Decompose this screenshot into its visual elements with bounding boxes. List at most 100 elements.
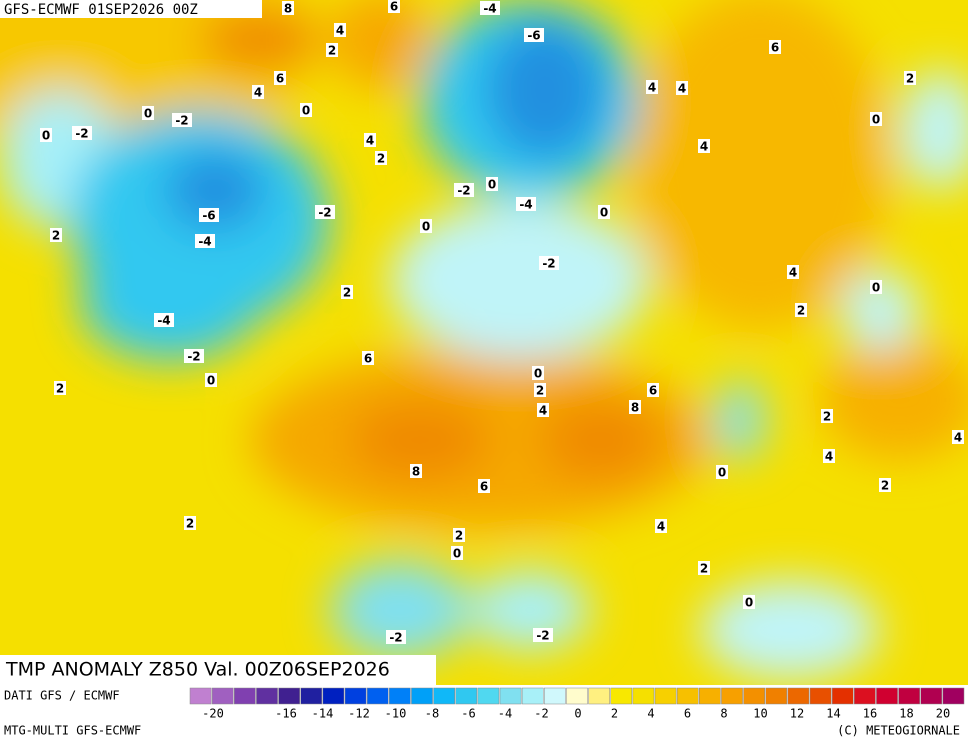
contour-label: -2 bbox=[536, 629, 549, 643]
label-bg bbox=[252, 85, 264, 99]
contour-label: 0 bbox=[534, 367, 542, 381]
colorbar-swatch bbox=[787, 687, 810, 705]
colorbar-swatch bbox=[278, 687, 300, 705]
colorbar-tick: 8 bbox=[720, 707, 727, 721]
label-bg bbox=[655, 519, 667, 533]
colorbar-tick: 16 bbox=[863, 707, 877, 721]
contour-label: 4 bbox=[678, 82, 686, 96]
label-bg bbox=[516, 197, 536, 211]
colorbar-swatch bbox=[721, 687, 743, 705]
colorbar-swatch bbox=[588, 687, 610, 705]
label-bg bbox=[743, 595, 755, 609]
contour-label: 0 bbox=[453, 547, 461, 561]
contour-label: 0 bbox=[718, 466, 726, 480]
colorbar-tick: 6 bbox=[684, 707, 691, 721]
label-bg bbox=[769, 40, 781, 54]
contour-label: 0 bbox=[302, 104, 310, 118]
colorbar-tick: -12 bbox=[348, 707, 370, 721]
contour-label: 6 bbox=[649, 384, 657, 398]
contour-label: 2 bbox=[823, 410, 831, 424]
contour-label: 4 bbox=[254, 86, 262, 100]
colorbar-swatch bbox=[300, 687, 323, 705]
contour-label: 0 bbox=[745, 596, 753, 610]
contour-label: -6 bbox=[202, 209, 215, 223]
contour-label: 0 bbox=[488, 178, 496, 192]
colorbar-swatch bbox=[366, 687, 389, 705]
contour-label: 2 bbox=[906, 72, 914, 86]
contour-label: 8 bbox=[284, 2, 292, 16]
label-bg bbox=[40, 128, 52, 142]
colorbar-swatch bbox=[854, 687, 876, 705]
colorbar-tick: 2 bbox=[611, 707, 618, 721]
colorbar-tick: -14 bbox=[312, 707, 334, 721]
contour-label: 4 bbox=[657, 520, 665, 534]
contour-label: 0 bbox=[207, 374, 215, 388]
colorbar-swatch bbox=[654, 687, 677, 705]
contour-label: 2 bbox=[700, 562, 708, 576]
map-field bbox=[0, 0, 968, 685]
label-bg bbox=[952, 430, 964, 444]
colorbar-swatch bbox=[344, 687, 367, 705]
label-bg bbox=[524, 28, 544, 42]
contour-label: -2 bbox=[187, 350, 200, 364]
colorbar-swatch bbox=[433, 687, 455, 705]
contour-label: 4 bbox=[539, 404, 547, 418]
contour-label: -2 bbox=[389, 631, 402, 645]
colorbar-swatch bbox=[676, 687, 699, 705]
colorbar-swatch bbox=[189, 687, 212, 705]
label-bg bbox=[454, 183, 474, 197]
colorbar-tick: -8 bbox=[425, 707, 439, 721]
colorbar-swatch bbox=[898, 687, 920, 705]
caption-box bbox=[0, 655, 436, 685]
contour-label: 2 bbox=[881, 479, 889, 493]
caption: TMP ANOMALY Z850 Val. 00Z06SEP2026 bbox=[5, 659, 390, 681]
label-bg bbox=[72, 126, 92, 140]
contour-label: 0 bbox=[600, 206, 608, 220]
contour-label: -2 bbox=[542, 257, 555, 271]
label-bg bbox=[341, 285, 353, 299]
label-bg bbox=[326, 43, 338, 57]
model: MTG-MULTI GFS-ECMWF bbox=[4, 724, 141, 738]
colorbar-swatch bbox=[831, 687, 854, 705]
contour-label: 2 bbox=[56, 382, 64, 396]
colorbar-swatch bbox=[211, 687, 234, 705]
label-bg bbox=[823, 449, 835, 463]
label-bg bbox=[629, 400, 641, 414]
label-bg bbox=[142, 106, 154, 120]
contour-label: 4 bbox=[700, 140, 708, 154]
label-bg bbox=[698, 139, 710, 153]
contour-label: -2 bbox=[318, 206, 331, 220]
colorbar-swatch bbox=[499, 687, 522, 705]
contour-label: -2 bbox=[175, 114, 188, 128]
colorbar-swatch bbox=[544, 687, 566, 705]
contour-label: 6 bbox=[390, 0, 398, 14]
colorbar-swatch bbox=[234, 687, 256, 705]
colorbar-swatch bbox=[743, 687, 765, 705]
colorbar-swatch bbox=[765, 687, 788, 705]
label-bg bbox=[453, 528, 465, 542]
label-bg bbox=[879, 478, 891, 492]
contour-label: -4 bbox=[198, 235, 211, 249]
colorbar-tick: -16 bbox=[275, 707, 297, 721]
contour-label: 2 bbox=[797, 304, 805, 318]
colorbar-swatch bbox=[809, 687, 832, 705]
colorbar-tick: -10 bbox=[385, 707, 407, 721]
colorbar-tick: -4 bbox=[498, 707, 512, 721]
label-bg bbox=[274, 71, 286, 85]
label-bg bbox=[539, 256, 559, 270]
label-bg bbox=[184, 349, 204, 363]
contour-label: 2 bbox=[52, 229, 60, 243]
colorbar-tick: 12 bbox=[790, 707, 804, 721]
label-bg bbox=[410, 464, 422, 478]
label-bg bbox=[154, 313, 174, 327]
label-bg bbox=[54, 381, 66, 395]
label-bg bbox=[375, 151, 387, 165]
colorbar-tick: 14 bbox=[826, 707, 840, 721]
contour-label: -4 bbox=[519, 198, 532, 212]
contour-label: 4 bbox=[648, 81, 656, 95]
label-bg bbox=[537, 403, 549, 417]
contour-label: 0 bbox=[422, 220, 430, 234]
colorbar-swatch bbox=[256, 687, 278, 705]
contour-label: -2 bbox=[75, 127, 88, 141]
contour-label: 2 bbox=[343, 286, 351, 300]
